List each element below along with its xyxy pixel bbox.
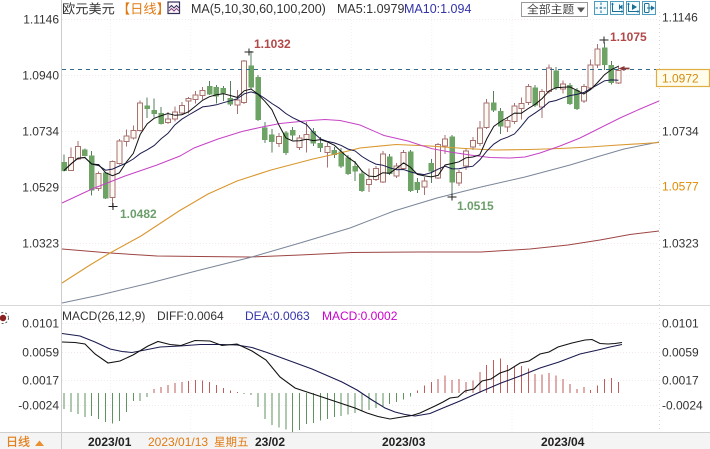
svg-text:1.1075: 1.1075 xyxy=(610,30,647,44)
svg-text:DEA:0.0063: DEA:0.0063 xyxy=(245,309,310,323)
svg-text:1.0482: 1.0482 xyxy=(120,207,157,221)
svg-text:2023/03: 2023/03 xyxy=(382,435,426,449)
svg-text:0.0059: 0.0059 xyxy=(22,346,59,360)
svg-text:0.0101: 0.0101 xyxy=(662,317,699,331)
svg-text:MACD(26,12,9): MACD(26,12,9) xyxy=(62,309,145,323)
svg-text:1.0323: 1.0323 xyxy=(662,237,699,251)
svg-text:0.0017: 0.0017 xyxy=(22,374,59,388)
svg-text:MACD:0.0002: MACD:0.0002 xyxy=(322,309,398,323)
svg-text:0.0059: 0.0059 xyxy=(662,346,699,360)
svg-text:MA10:1.094: MA10:1.094 xyxy=(404,2,471,16)
svg-text:1.0734: 1.0734 xyxy=(22,125,59,139)
svg-text:1.0515: 1.0515 xyxy=(457,199,494,213)
svg-text:MA5:1.0979: MA5:1.0979 xyxy=(337,2,404,16)
svg-text:1.0734: 1.0734 xyxy=(662,125,699,139)
svg-text:1.0529: 1.0529 xyxy=(22,181,59,195)
svg-text:2023/01/13: 2023/01/13 xyxy=(148,435,208,449)
svg-text:1.0323: 1.0323 xyxy=(22,237,59,251)
svg-text:1.1146: 1.1146 xyxy=(23,13,59,27)
svg-text:2023/04: 2023/04 xyxy=(541,435,585,449)
svg-text:1.1032: 1.1032 xyxy=(254,37,291,51)
svg-text:0.0017: 0.0017 xyxy=(662,374,699,388)
svg-text:2023/01: 2023/01 xyxy=(88,435,132,449)
svg-text:23/02: 23/02 xyxy=(255,435,285,449)
svg-text:1.0972: 1.0972 xyxy=(662,72,699,86)
svg-text:-0.0024: -0.0024 xyxy=(18,399,59,413)
svg-text:1.1146: 1.1146 xyxy=(662,11,698,25)
svg-text:1.0940: 1.0940 xyxy=(22,69,59,83)
svg-text:DIFF:0.0064: DIFF:0.0064 xyxy=(157,309,224,323)
svg-text:1.0577: 1.0577 xyxy=(662,180,699,194)
svg-text:MA(5,10,30,60,100,200): MA(5,10,30,60,100,200) xyxy=(191,2,326,16)
svg-text:0.0101: 0.0101 xyxy=(22,317,59,331)
svg-text:-0.0024: -0.0024 xyxy=(662,399,703,413)
